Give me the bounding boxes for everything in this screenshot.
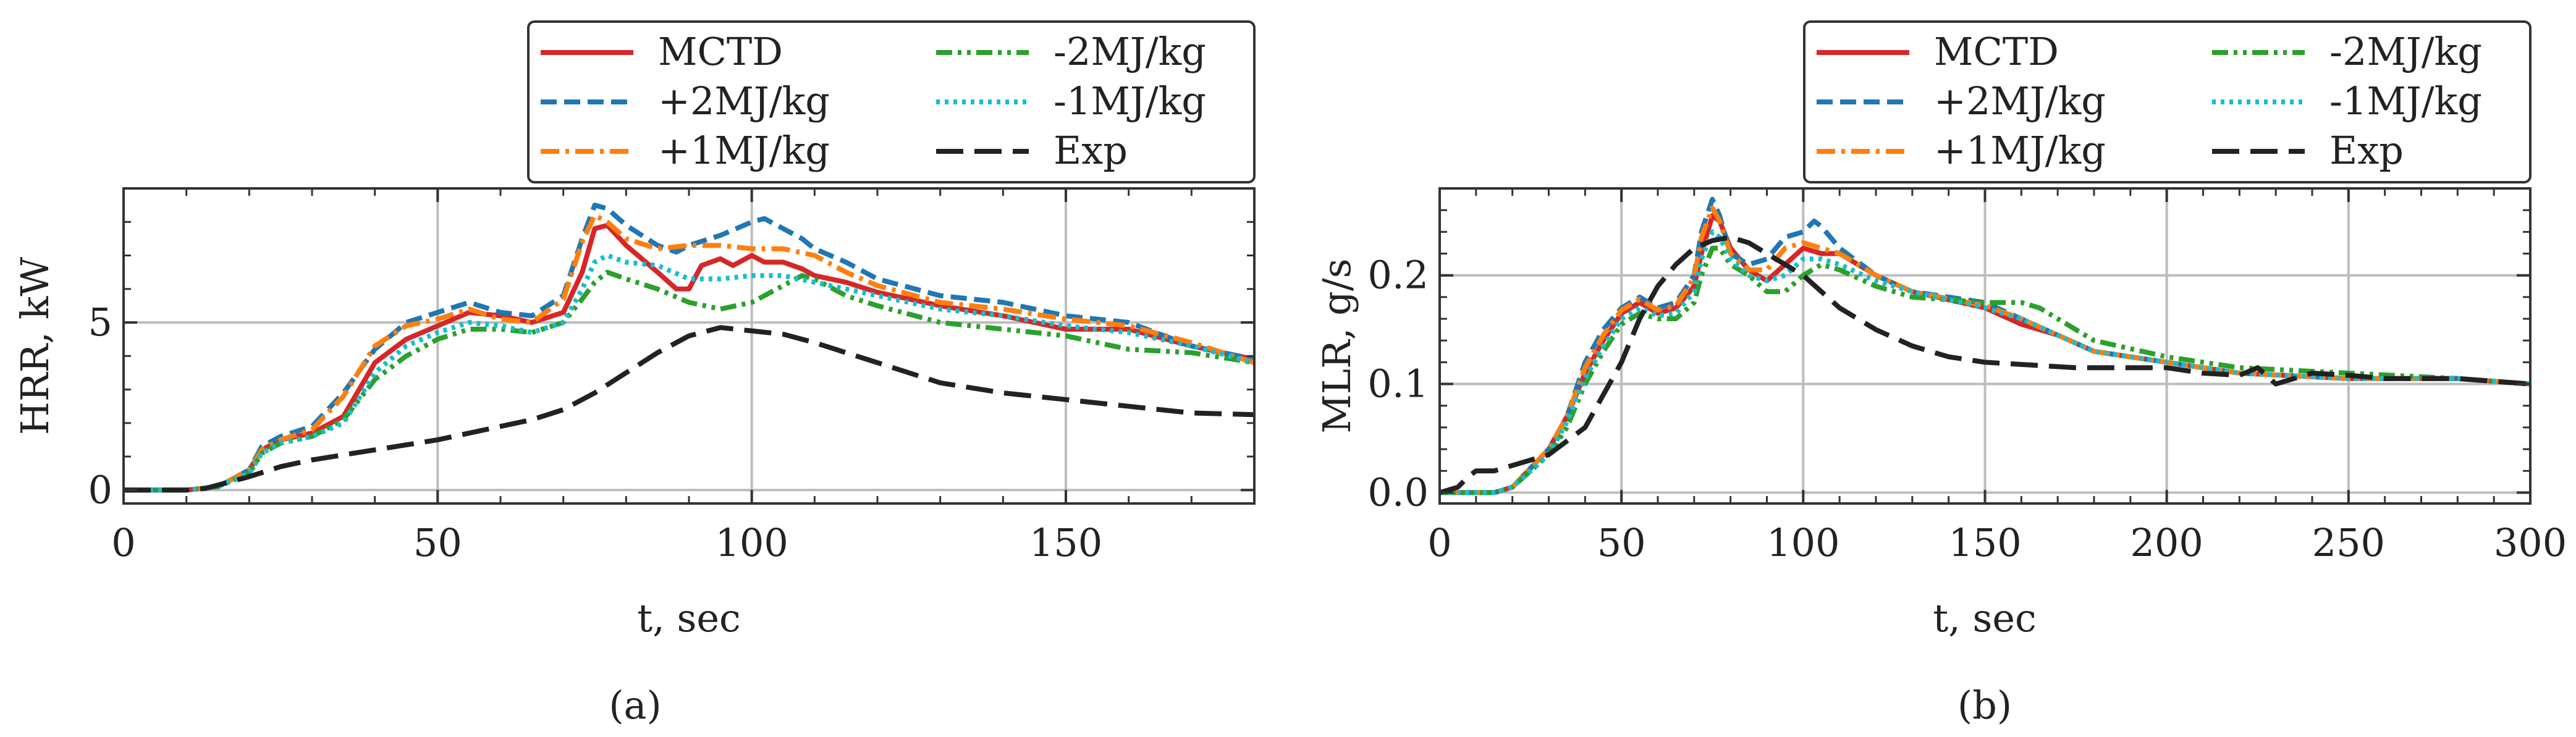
series-line-2mj-kg	[124, 269, 1255, 493]
legend-label: MCTD	[658, 29, 783, 74]
panel-b-x-axis-title: t, sec	[1933, 596, 2037, 641]
legend-label: MCTD	[1934, 29, 2059, 74]
series-line-exp	[124, 325, 1255, 493]
legend-label: +2MJ/kg	[1934, 78, 2106, 124]
y-tick-label: 0.2	[1367, 253, 1429, 298]
x-tick-label: 50	[413, 520, 462, 565]
panel-a-grid	[122, 188, 1254, 503]
y-tick-label: 0.1	[1367, 361, 1429, 406]
panel-b-ticks: 0 50 100 150 200 250 300 0.0 0.1 0.2	[1367, 187, 2567, 565]
series-line-2mj-kg	[124, 203, 1255, 493]
legend-box	[1803, 20, 2532, 183]
x-tick-label: 200	[2130, 520, 2203, 565]
series-line-mctd	[124, 222, 1255, 493]
x-tick-label: 0	[1427, 520, 1451, 565]
x-tick-label: 100	[1767, 520, 1839, 565]
series-line-1mj-kg	[1440, 205, 2531, 495]
series-line-exp	[1438, 235, 2531, 495]
legend-label: +1MJ/kg	[1934, 128, 2106, 173]
legend-label: Exp	[2329, 128, 2404, 173]
series-line-1mj-kg	[124, 213, 1256, 493]
panel-b-mlr-chart: 0 50 100 150 200 250 300 0.0 0.1 0.2 t, sec MLR, …	[1314, 20, 2567, 728]
y-tick-label: 5	[88, 300, 112, 345]
panel-a-y-axis-title: HRR, kW	[12, 257, 57, 435]
x-tick-label: 300	[2494, 520, 2567, 565]
x-tick-label: 250	[2312, 520, 2385, 565]
panel-a-caption: (a)	[609, 683, 661, 728]
y-tick-label: 0	[88, 467, 112, 512]
panel-b-series-lines	[1438, 196, 2531, 495]
series-line-2mj-kg	[1440, 196, 2531, 495]
y-tick-label: 0.0	[1367, 470, 1429, 515]
x-tick-label: 0	[111, 520, 135, 565]
panel-b-caption: (b)	[1957, 683, 2012, 728]
legend-label: -2MJ/kg	[1054, 29, 1206, 74]
panel-a-x-axis-title: t, sec	[637, 596, 741, 641]
legend-label: -2MJ/kg	[2329, 29, 2482, 74]
series-line-1mj-kg	[1440, 229, 2531, 495]
legend-label: Exp	[1054, 128, 1128, 173]
series-line-1mj-kg	[124, 253, 1256, 493]
panel-a-series-lines	[124, 203, 1256, 493]
legend-box	[527, 20, 1256, 183]
panel-a-hrr-chart: 0 50 100 150 0 5 t, sec HRR, kW MCTD+2MJ/kg+1…	[12, 20, 1256, 728]
x-tick-label: 150	[1948, 520, 2021, 565]
legend-label: +2MJ/kg	[658, 78, 830, 124]
panel-a-ticks: 0 50 100 150 0 5	[88, 187, 1256, 565]
legend-label: +1MJ/kg	[658, 128, 830, 173]
x-tick-label: 100	[715, 520, 788, 565]
panel-a-plot-frame	[122, 187, 1256, 505]
panel-b-y-axis-title: MLR, g/s	[1314, 258, 1359, 433]
x-tick-label: 50	[1597, 520, 1646, 565]
x-tick-label: 150	[1029, 520, 1102, 565]
legend-label: -1MJ/kg	[2329, 78, 2482, 124]
series-line-2mj-kg	[1440, 245, 2531, 495]
legend-label: -1MJ/kg	[1054, 78, 1206, 124]
